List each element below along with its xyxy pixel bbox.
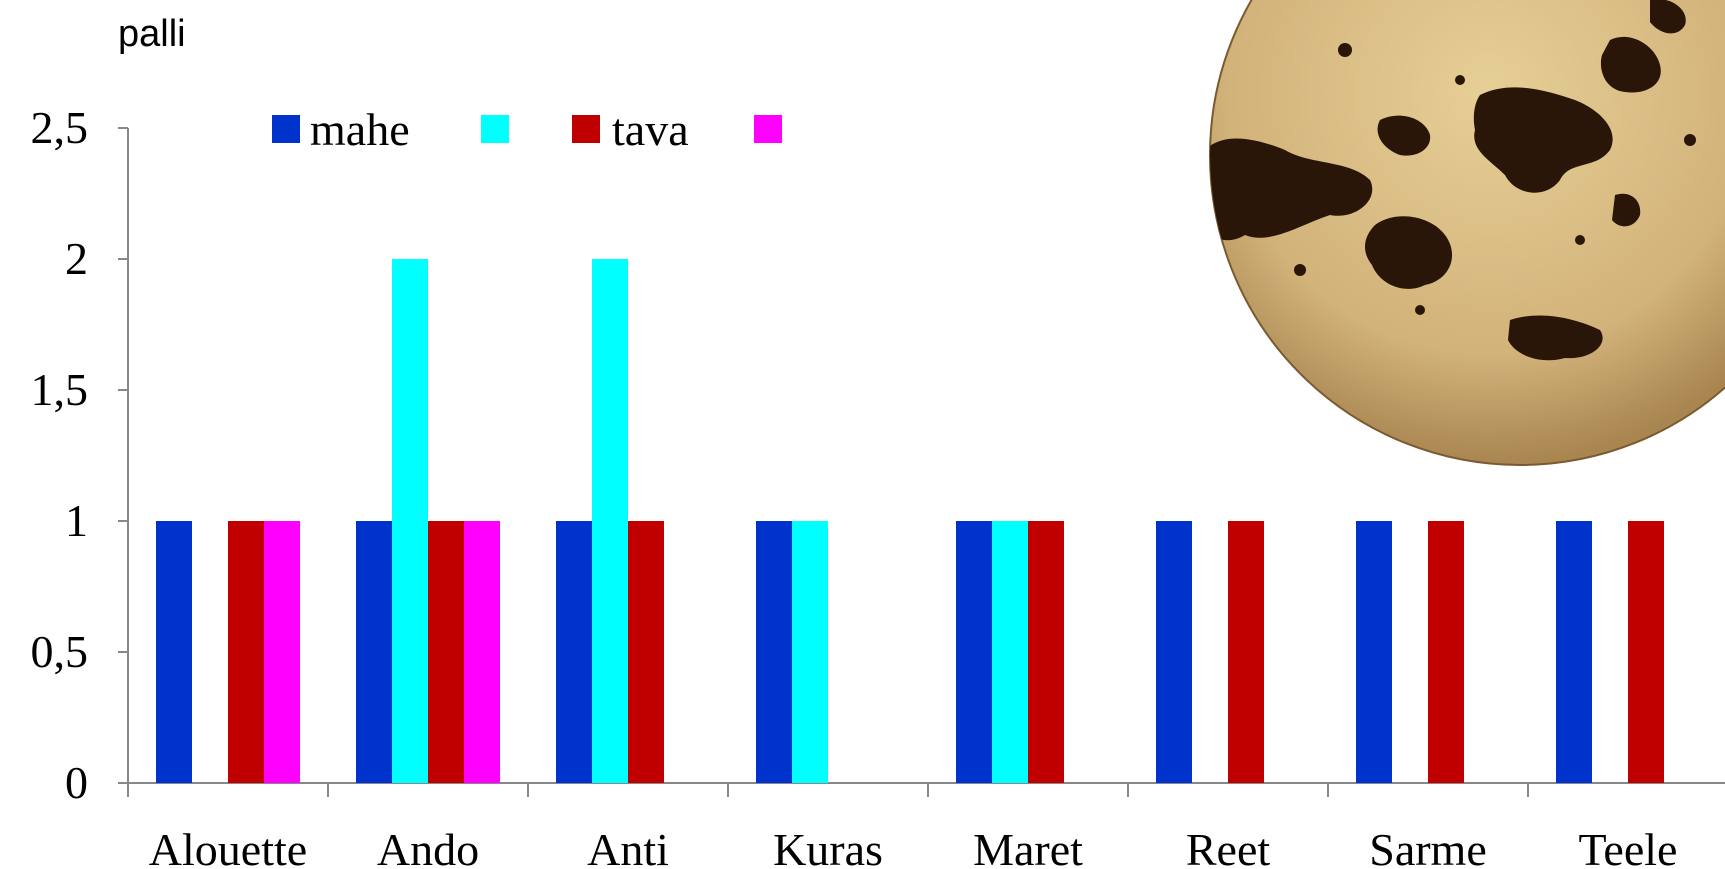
legend-swatch [481,115,509,143]
x-tick-label: Alouette [149,824,307,869]
y-tick-label: 0,5 [31,626,89,677]
y-axis-label: palli [118,13,186,55]
potato-tuber-photo [1209,0,1725,466]
bar [1556,521,1592,783]
legend-swatch [754,115,782,143]
x-tick-label: Ando [377,824,479,869]
y-tick-label: 2 [65,233,88,284]
x-tick-label: Teele [1579,824,1678,869]
bar [556,521,592,783]
bar [464,521,500,783]
legend-swatch [272,115,300,143]
bar [1428,521,1464,783]
legend-label: tava [612,104,689,155]
bar [956,521,992,783]
y-tick-label: 1 [65,495,88,546]
x-tick-label: Sarme [1369,824,1487,869]
bar [1156,521,1192,783]
bar [392,259,428,783]
bar [1228,521,1264,783]
x-tick-label: Reet [1186,824,1271,869]
x-tick-label: Maret [973,824,1083,869]
bar [792,521,828,783]
bar [1028,521,1064,783]
y-tick-label: 0 [65,757,88,808]
bar [156,521,192,783]
bar [592,259,628,783]
x-axis: Alouette Ando Anti Kuras Maret Reet Sarme Teele [127,782,1725,869]
y-tick-label: 1,5 [31,364,89,415]
y-tick-label: 2,5 [31,102,89,153]
bar [228,521,264,783]
bar [628,521,664,783]
y-axis: 0 0,5 1 1,5 2 2,5 [31,102,129,808]
bar [756,521,792,783]
bar [428,521,464,783]
bar [992,521,1028,783]
bar [356,521,392,783]
bars [156,259,1664,783]
legend-label: mahe [310,104,410,155]
x-tick-label: Kuras [773,824,883,869]
legend: mahe tava [272,104,782,155]
legend-swatch [572,115,600,143]
bar [264,521,300,783]
x-tick-label: Anti [587,824,669,869]
bar [1356,521,1392,783]
bar [1628,521,1664,783]
